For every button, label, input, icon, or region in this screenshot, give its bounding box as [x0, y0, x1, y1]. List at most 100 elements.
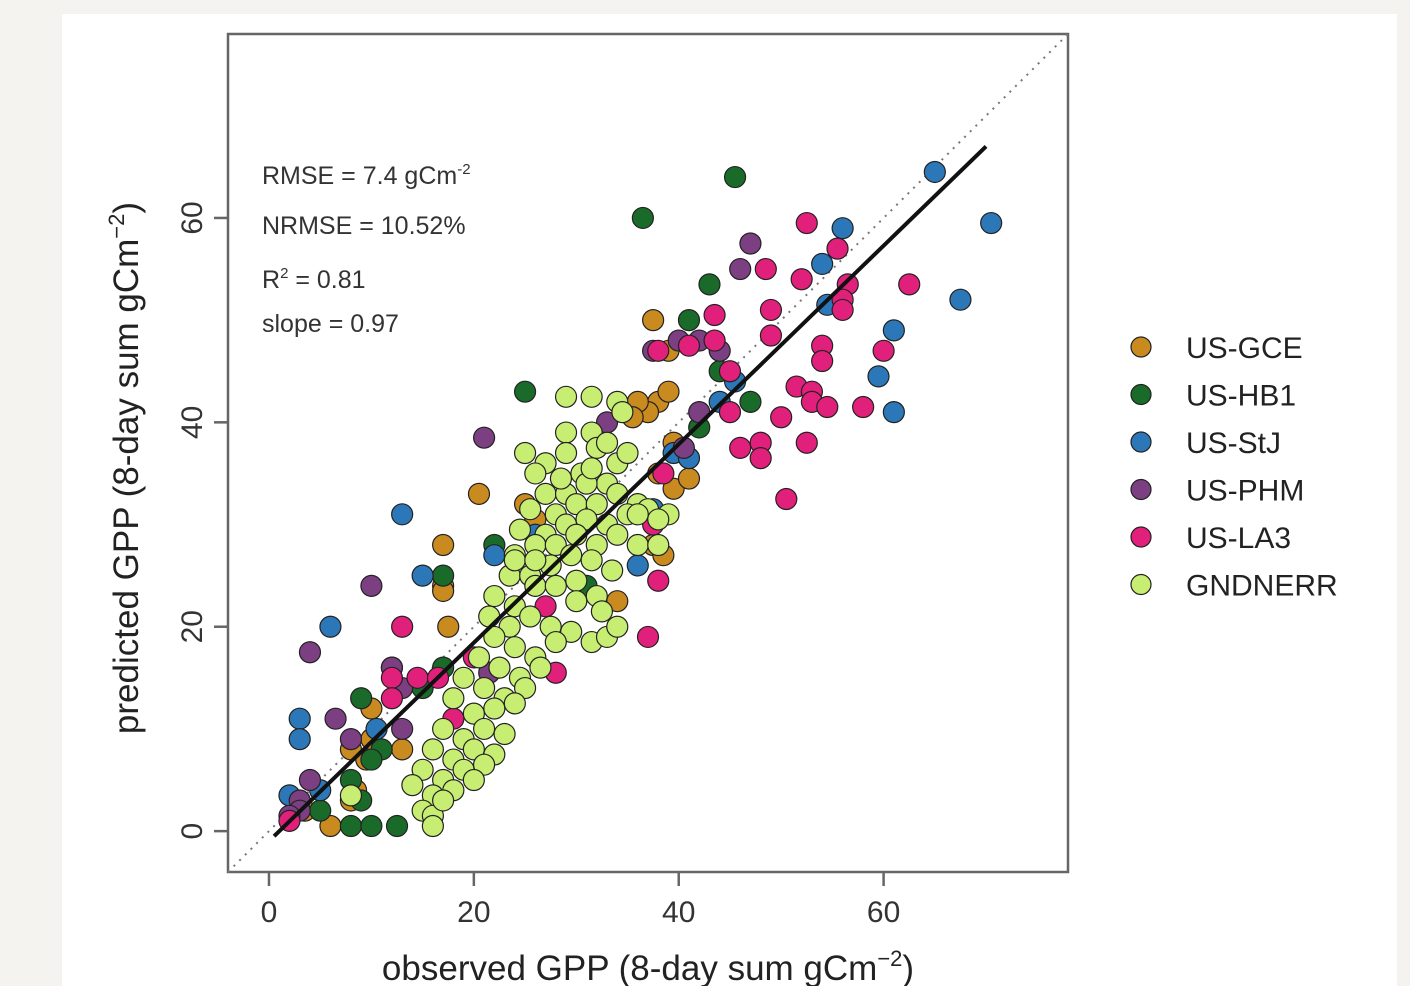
data-point	[759, 298, 783, 322]
data-point	[647, 533, 670, 557]
fit-line	[272, 144, 988, 838]
data-point	[677, 467, 701, 490]
legend-marker	[1130, 431, 1152, 453]
x-axis-title: observed GPP (8-day sum gCm−2)	[382, 946, 914, 986]
data-point	[677, 334, 701, 357]
data-point	[411, 758, 434, 781]
data-point	[324, 707, 347, 730]
data-point	[360, 814, 383, 838]
data-point	[554, 421, 578, 444]
data-point	[298, 768, 322, 792]
axis-ticks: 0 20 40 60 0 20 40 60	[176, 201, 900, 929]
data-point	[534, 482, 557, 505]
data-point	[749, 447, 772, 470]
data-point	[631, 206, 654, 230]
y-tick-label: 0	[176, 823, 209, 840]
data-point	[647, 508, 670, 531]
data-point	[565, 590, 588, 613]
data-point	[852, 395, 875, 419]
data-point	[739, 232, 762, 255]
legend-label: US-StJ	[1186, 427, 1281, 460]
x-tick-label: 0	[261, 896, 278, 929]
data-point	[406, 666, 429, 689]
legend-marker	[1130, 383, 1152, 406]
stats-annotations: RMSE = 7.4 gCm-2 NRMSE = 10.52% R2 = 0.8…	[262, 161, 471, 338]
data-point	[508, 518, 532, 541]
legend-label: US-PHM	[1186, 475, 1304, 508]
data-point	[642, 309, 665, 332]
x-tick-label: 40	[662, 896, 695, 929]
data-point	[339, 728, 363, 751]
rmse-annotation: RMSE = 7.4 gCm-2	[262, 161, 471, 190]
data-point	[519, 605, 542, 628]
data-point	[339, 814, 363, 838]
nrmse-annotation: NRMSE = 10.52%	[262, 212, 466, 240]
legend: US-GCE US-HB1 US-StJ US-PHM US-LA3 GNDNERR	[1130, 332, 1338, 603]
data-point	[483, 697, 506, 720]
r2-annotation: R2 = 0.81	[262, 265, 366, 294]
y-tick-label: 20	[176, 610, 209, 643]
data-point	[703, 329, 726, 352]
data-point	[882, 319, 905, 342]
legend-marker	[1130, 573, 1152, 596]
data-point	[575, 508, 598, 531]
data-point	[636, 625, 660, 649]
slope-annotation: slope = 0.97	[262, 310, 399, 338]
data-point	[467, 646, 491, 669]
data-point	[580, 385, 603, 408]
data-point	[478, 605, 501, 628]
data-point	[437, 615, 460, 638]
data-point	[580, 457, 603, 480]
y-axis-title: predicted GPP (8-day sum gCm−2)	[104, 202, 146, 734]
data-point	[421, 738, 444, 761]
data-point	[770, 406, 793, 429]
scatter-chart: 0 20 40 60 0 20 40 60 RMSE = 7.4 gCm-2 NRMSE = …	[104, 32, 1338, 986]
data-point	[462, 702, 485, 725]
data-point	[524, 549, 547, 572]
data-point	[549, 467, 573, 490]
data-point	[380, 687, 404, 710]
data-point	[524, 462, 547, 485]
data-point	[401, 774, 424, 797]
data-point	[872, 339, 895, 362]
data-point	[385, 814, 409, 838]
data-point	[503, 549, 526, 572]
data-point	[626, 503, 649, 526]
legend-marker	[1130, 478, 1152, 501]
data-point	[488, 656, 511, 679]
data-point	[662, 477, 685, 500]
data-point	[391, 615, 414, 638]
data-point	[565, 569, 588, 592]
data-point	[826, 237, 849, 260]
data-point	[729, 436, 752, 459]
data-point	[411, 564, 434, 587]
data-point	[544, 630, 567, 654]
data-point	[503, 636, 526, 659]
data-point	[554, 385, 578, 408]
data-point	[391, 738, 414, 761]
legend-label: US-LA3	[1186, 522, 1291, 555]
data-point	[467, 482, 491, 505]
data-point	[790, 268, 813, 291]
data-point	[483, 544, 506, 567]
data-point	[611, 401, 634, 424]
y-tick-label: 40	[176, 406, 209, 439]
x-tick-label: 60	[867, 896, 900, 929]
data-point	[529, 656, 552, 679]
data-point	[432, 533, 455, 557]
data-point	[882, 401, 905, 424]
data-point	[606, 523, 629, 546]
data-point	[519, 498, 542, 521]
chart-panel: 0 20 40 60 0 20 40 60 RMSE = 7.4 gCm-2 NRMSE = …	[62, 14, 1397, 986]
data-point	[472, 717, 496, 741]
data-point	[703, 303, 726, 327]
one-to-one-line	[227, 33, 1069, 873]
data-point	[360, 748, 383, 771]
data-point	[831, 298, 854, 322]
data-point	[432, 789, 455, 812]
data-point	[718, 401, 742, 424]
data-point	[657, 380, 680, 403]
data-point	[580, 549, 603, 572]
data-point	[652, 462, 675, 485]
data-point	[534, 595, 557, 618]
